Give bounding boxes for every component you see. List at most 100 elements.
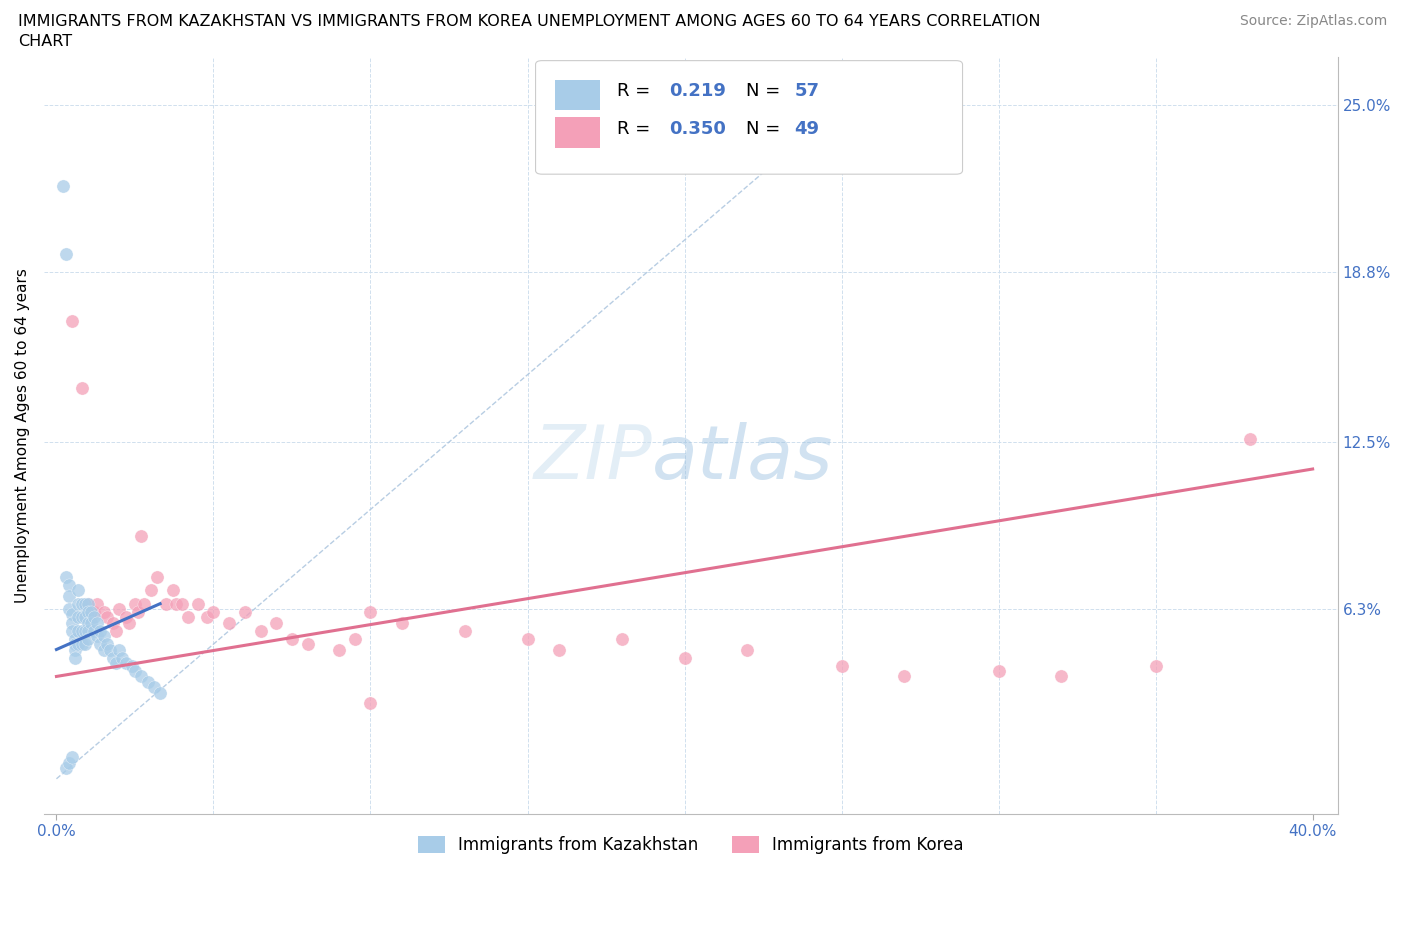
Point: [987, 664, 1010, 679]
Point: [76, 604, 98, 619]
Point: [129, 669, 152, 684]
Point: [108, 642, 131, 657]
Point: [83, 604, 105, 619]
Point: [65, 650, 87, 665]
Point: [195, 610, 218, 625]
Text: 57: 57: [794, 82, 820, 100]
Point: [55, 761, 77, 776]
Point: [134, 596, 156, 611]
Point: [218, 615, 240, 630]
Point: [70, 623, 93, 638]
Point: [73, 623, 96, 638]
Point: [165, 596, 187, 611]
Point: [105, 656, 128, 671]
Point: [391, 615, 413, 630]
Point: [673, 650, 696, 665]
Point: [89, 623, 111, 638]
Point: [76, 596, 98, 611]
Point: [101, 615, 124, 630]
Point: [831, 658, 853, 673]
Point: [58, 588, 80, 603]
Point: [1050, 669, 1073, 684]
Point: [266, 615, 288, 630]
Point: [93, 629, 115, 644]
Point: [177, 610, 200, 625]
Point: [76, 623, 98, 638]
Point: [70, 596, 93, 611]
Point: [360, 696, 382, 711]
Point: [146, 569, 169, 584]
Point: [281, 631, 304, 646]
Text: CHART: CHART: [18, 34, 72, 49]
Point: [105, 623, 128, 638]
Point: [233, 604, 256, 619]
Point: [65, 631, 87, 646]
Text: R =: R =: [617, 82, 657, 100]
Point: [70, 610, 93, 625]
Point: [76, 631, 98, 646]
Point: [737, 642, 759, 657]
Point: [124, 596, 146, 611]
Point: [70, 637, 93, 652]
Text: 0.219: 0.219: [669, 82, 725, 100]
Point: [73, 610, 96, 625]
Point: [127, 604, 149, 619]
FancyBboxPatch shape: [555, 117, 600, 148]
Point: [67, 596, 90, 611]
Text: 49: 49: [794, 120, 820, 138]
Y-axis label: Unemployment Among Ages 60 to 64 years: Unemployment Among Ages 60 to 64 years: [15, 268, 30, 603]
Text: ZIP: ZIP: [533, 422, 652, 494]
Point: [89, 637, 111, 652]
Point: [58, 755, 80, 770]
Point: [58, 578, 80, 592]
Point: [55, 246, 77, 261]
Point: [343, 631, 366, 646]
Point: [67, 623, 90, 638]
Point: [121, 658, 143, 673]
Text: R =: R =: [617, 120, 657, 138]
Point: [96, 610, 118, 625]
Point: [76, 615, 98, 630]
Point: [170, 596, 193, 611]
Point: [114, 656, 136, 671]
Point: [65, 642, 87, 657]
Point: [1239, 432, 1261, 446]
Point: [80, 604, 103, 619]
Point: [249, 623, 271, 638]
Point: [93, 604, 115, 619]
Point: [67, 637, 90, 652]
Point: [101, 650, 124, 665]
FancyBboxPatch shape: [536, 60, 963, 174]
Point: [70, 380, 93, 395]
Point: [60, 313, 83, 328]
Legend: Immigrants from Kazakhstan, Immigrants from Korea: Immigrants from Kazakhstan, Immigrants f…: [411, 828, 972, 862]
Point: [76, 596, 98, 611]
Point: [114, 610, 136, 625]
Text: Source: ZipAtlas.com: Source: ZipAtlas.com: [1240, 14, 1388, 28]
Point: [187, 596, 209, 611]
Point: [58, 602, 80, 617]
Point: [202, 604, 225, 619]
Point: [60, 623, 83, 638]
Text: 0.350: 0.350: [669, 120, 725, 138]
Text: N =: N =: [747, 82, 786, 100]
Point: [118, 615, 141, 630]
Point: [60, 615, 83, 630]
Point: [162, 583, 184, 598]
Point: [454, 623, 477, 638]
Point: [73, 637, 96, 652]
Point: [155, 596, 177, 611]
Point: [60, 607, 83, 622]
Point: [360, 604, 382, 619]
Point: [1144, 658, 1167, 673]
Point: [142, 680, 165, 695]
Point: [52, 179, 75, 193]
Text: atlas: atlas: [652, 422, 834, 494]
Point: [297, 637, 319, 652]
Point: [129, 529, 152, 544]
Point: [73, 596, 96, 611]
Point: [136, 674, 159, 689]
Point: [93, 642, 115, 657]
Point: [548, 642, 571, 657]
Point: [139, 583, 162, 598]
